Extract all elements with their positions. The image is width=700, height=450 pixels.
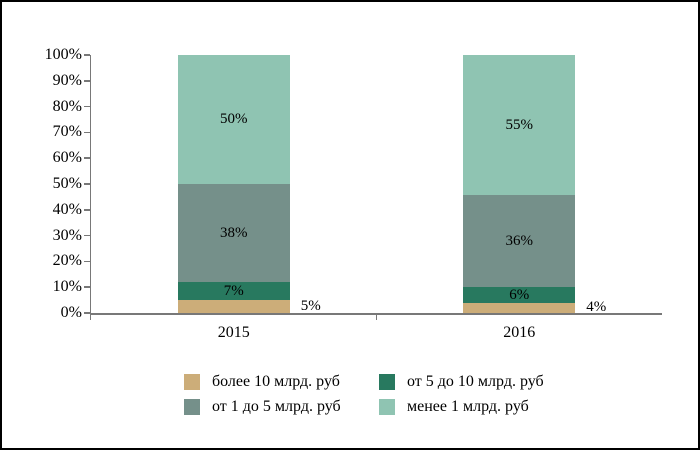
data-label: 7% (223, 282, 244, 299)
data-label: 55% (505, 116, 534, 133)
legend-label: более 10 млрд. руб (212, 373, 340, 390)
category-label: 2015 (217, 324, 250, 341)
y-axis-label: 10% (52, 278, 82, 296)
legend-label: менее 1 млрд. руб (407, 398, 529, 415)
data-label: 6% (509, 286, 530, 303)
data-label-outside: 5% (300, 298, 321, 315)
bar-segment-2015-0 (177, 300, 290, 313)
y-axis-label: 80% (52, 97, 82, 115)
legend-swatch (379, 399, 395, 415)
legend-swatch (379, 374, 395, 390)
bar-segment-2015-3 (177, 55, 290, 184)
y-axis-tick (83, 209, 90, 211)
data-label-outside: 4% (586, 299, 607, 316)
data-label: 36% (505, 232, 534, 249)
data-label: 50% (220, 111, 248, 127)
y-axis-tick (83, 260, 90, 263)
bar-segment-2016-2 (463, 195, 576, 288)
y-axis-label: 70% (52, 123, 82, 141)
legend-swatch (184, 374, 200, 390)
bar-segment-2016-3 (463, 55, 576, 196)
y-axis-tick (83, 80, 90, 82)
y-axis-tick (83, 54, 90, 56)
y-axis-tick (83, 286, 90, 288)
data-label: 38% (220, 224, 248, 241)
y-axis-label: 100% (44, 46, 82, 63)
legend-label: от 1 до 5 млрд. руб (212, 398, 341, 415)
y-axis-tick (83, 157, 90, 159)
y-axis-label: 90% (52, 71, 82, 89)
legend-swatch (184, 399, 200, 415)
y-axis-label: 0% (60, 304, 82, 321)
category-boundary-tick (375, 313, 378, 320)
bar-segment-2015-2 (177, 184, 290, 283)
bar-segment-2016-0 (463, 302, 576, 313)
y-axis-tick (83, 105, 90, 108)
bar-segment-2016-1 (463, 287, 576, 303)
y-axis-label: 20% (52, 252, 82, 270)
y-axis-tick (83, 234, 90, 237)
legend-label: от 5 до 10 млрд. руб (407, 373, 544, 390)
y-axis-label: 50% (52, 175, 82, 192)
y-axis-label: 30% (52, 226, 82, 244)
y-axis-tick (83, 183, 90, 185)
y-axis-tick (83, 131, 90, 134)
category-label: 2016 (503, 324, 536, 341)
y-axis-label: 40% (52, 200, 82, 218)
y-axis-label: 60% (52, 149, 82, 167)
bar-segment-2015-1 (177, 282, 290, 301)
y-axis-tick (83, 312, 90, 314)
y-axis-line (89, 55, 91, 320)
